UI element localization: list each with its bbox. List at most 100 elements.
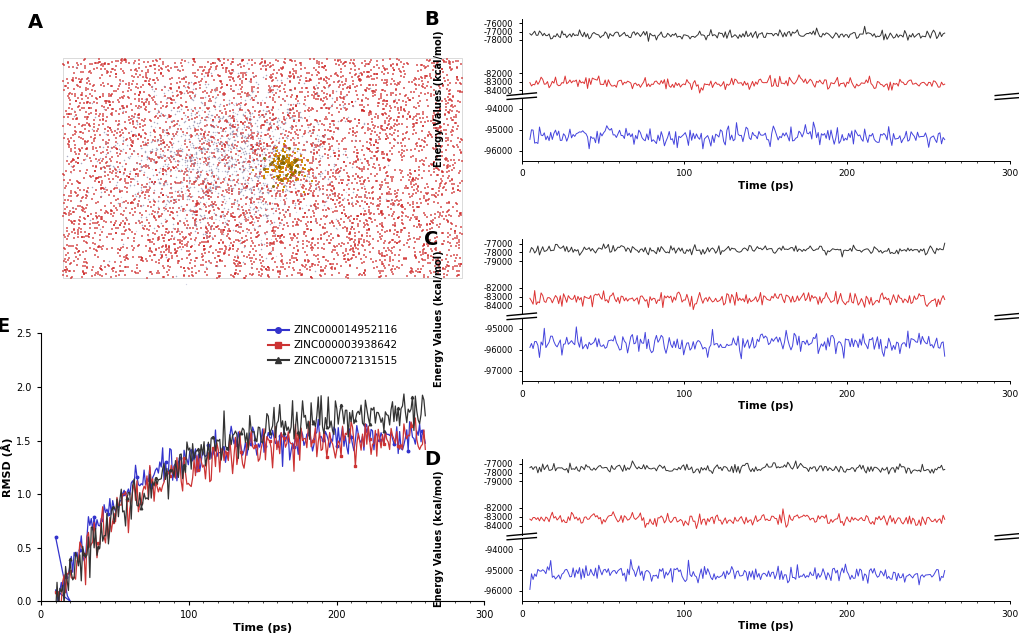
Point [87,130,103,140]
Point [114,75,130,85]
Point [422,219,438,229]
Point [252,135,268,146]
Point [217,127,233,137]
Point [306,145,322,155]
Point [421,161,437,171]
Point [302,125,318,135]
Point [206,75,222,85]
Point [77,144,94,154]
Point [253,123,269,133]
Point [251,106,267,116]
Point [291,199,308,209]
Point [196,229,212,239]
Point [187,216,204,226]
Point [202,242,218,252]
Point [400,189,417,199]
Point [344,249,361,260]
Point [126,194,143,204]
Point [147,197,163,207]
Point [152,130,168,140]
Point [254,57,270,67]
Point [398,58,415,68]
Point [141,181,157,191]
Point [441,63,458,73]
Point [128,116,145,126]
Point [276,112,292,122]
Point [296,194,312,204]
Point [67,62,84,72]
Point [293,149,310,160]
Point [406,120,422,130]
Point [375,110,391,120]
Point [369,154,385,165]
Point [315,196,331,206]
Point [266,145,282,155]
Point [395,83,412,93]
Point [196,241,212,251]
Point [128,199,145,210]
Point [443,219,460,229]
Point [223,270,239,280]
Point [135,187,151,197]
Point [262,157,278,167]
Point [225,175,242,185]
Point [266,217,282,227]
Point [270,151,286,161]
Point [201,127,217,137]
Point [385,214,401,224]
Point [245,142,261,152]
Point [124,141,141,151]
Point [403,263,419,273]
Point [160,142,176,153]
Point [305,121,321,131]
Point [411,141,427,151]
Point [444,57,461,67]
Point [63,132,79,142]
Point [220,130,236,141]
Point [284,158,301,168]
Point [172,216,189,226]
Point [110,95,126,105]
Point [388,80,405,90]
Point [186,261,203,271]
Point [218,169,234,179]
Point [395,58,412,68]
Point [356,119,372,129]
Point [238,171,255,181]
Point [298,260,314,270]
Point [256,161,272,172]
Point [386,102,403,112]
Point [391,89,408,99]
Point [248,83,264,93]
Point [218,178,234,188]
Point [206,182,222,192]
Point [76,261,93,271]
Point [93,242,109,252]
Point [432,202,448,212]
Point [386,79,403,89]
Point [164,227,180,237]
Point [389,54,406,64]
Point [354,258,370,268]
Point [67,142,84,153]
Point [121,115,138,125]
Point [169,223,185,234]
Point [108,223,124,233]
Point [361,108,377,118]
Point [150,140,166,150]
Point [200,71,216,81]
Point [161,73,177,84]
Point [287,66,304,77]
Point [244,184,260,194]
Point [384,211,400,221]
Point [215,191,231,201]
Point [284,132,301,142]
Point [239,211,256,222]
Point [287,94,304,104]
Point [261,170,277,180]
Point [189,224,205,234]
Point [110,248,126,258]
Point [451,208,468,218]
Point [367,163,383,173]
Point [307,180,323,190]
